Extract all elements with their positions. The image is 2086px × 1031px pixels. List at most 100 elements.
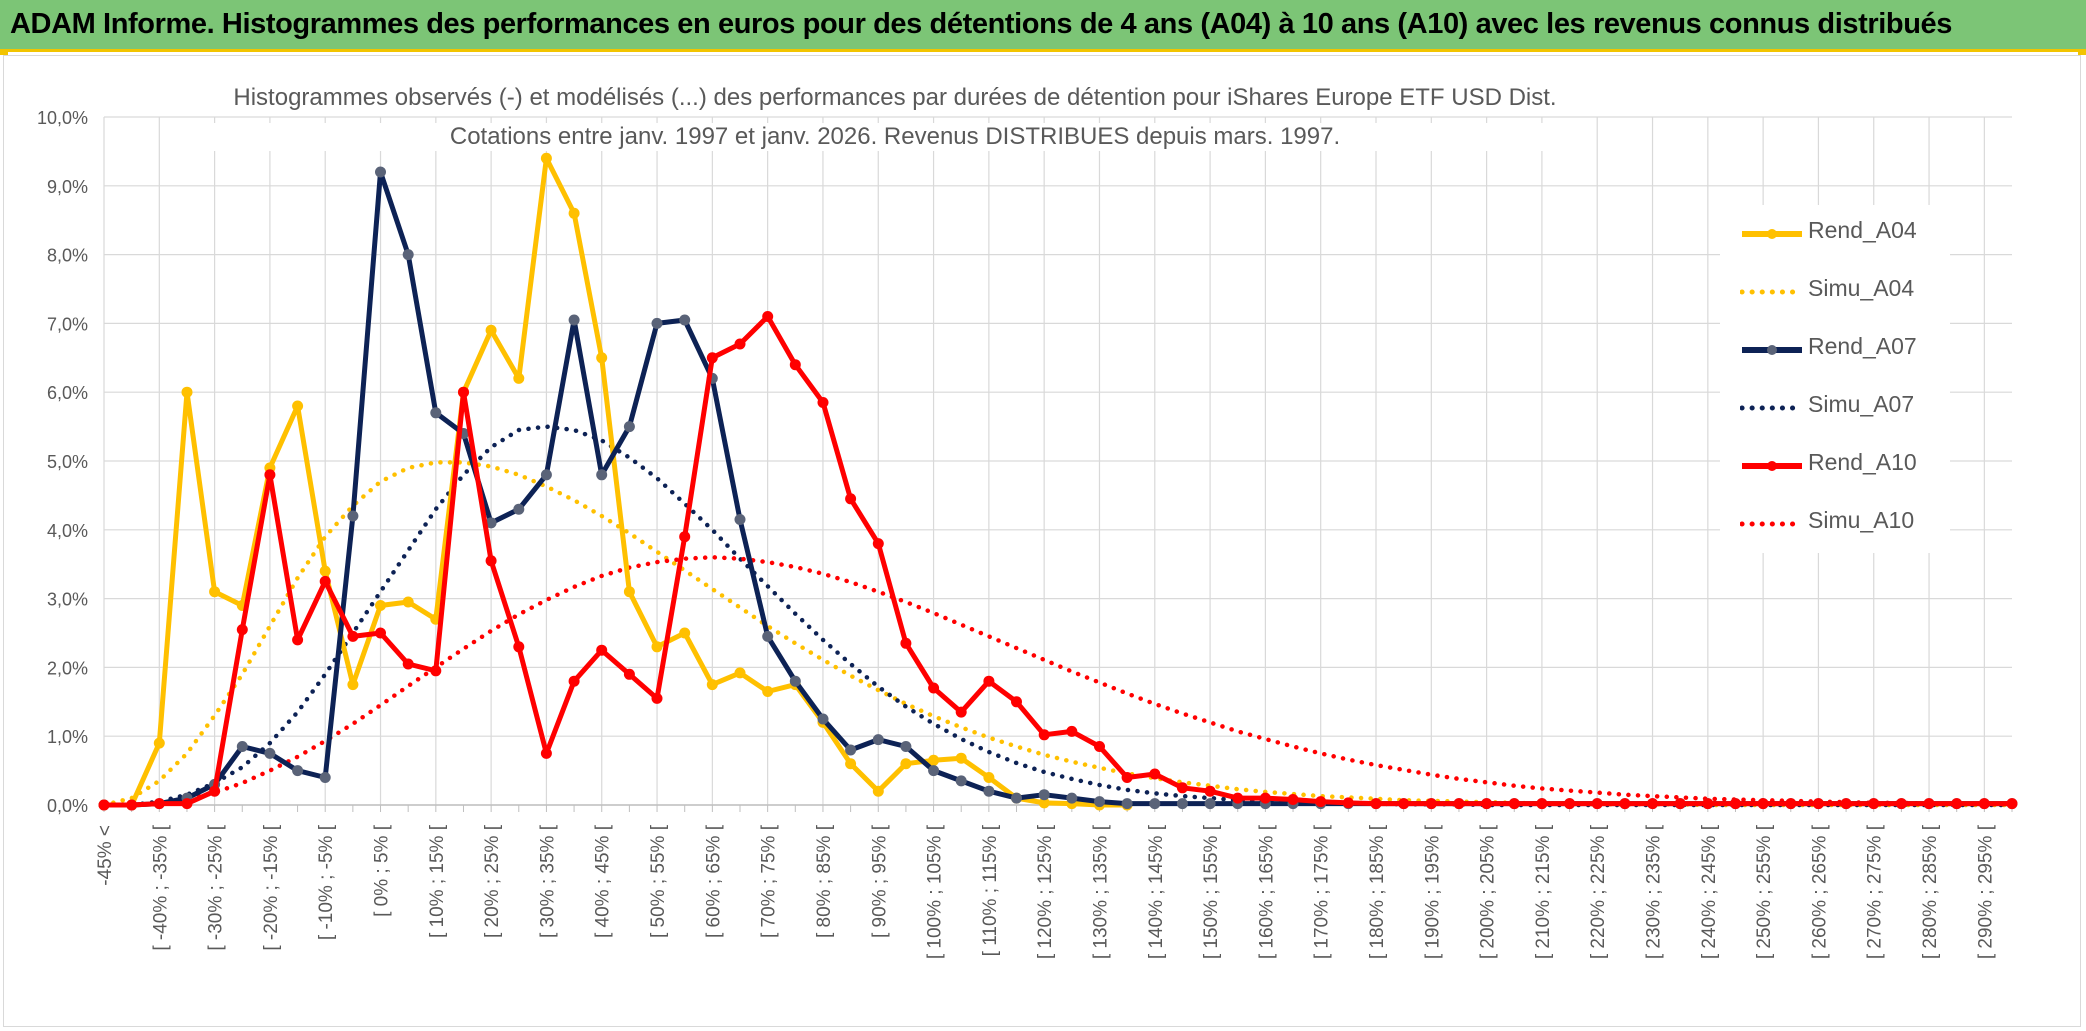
x-tick-label: [ 260% ; 265% [ (1809, 824, 1830, 959)
legend-label-simu-a04: Simu_A04 (1808, 275, 1915, 301)
point-rend-a07 (1121, 798, 1133, 810)
x-tick-label: [ 150% ; 155% [ (1201, 824, 1222, 959)
point-rend-a10 (513, 641, 525, 653)
series-line-simu-a04 (101, 460, 2015, 808)
legend-swatch-rend-a04 (1742, 229, 1802, 239)
y-tick-label: 2,0% (47, 658, 88, 678)
point-rend-a10 (1038, 729, 1050, 741)
point-rend-a07 (319, 772, 331, 783)
point-rend-a07 (1204, 798, 1216, 810)
legend-swatch-simu-a10 (1740, 521, 1804, 527)
corner-accent-right (2078, 49, 2086, 55)
point-rend-a10 (1342, 797, 1354, 809)
legend-label-simu-a07: Simu_A07 (1808, 391, 1915, 417)
point-rend-a07 (817, 713, 829, 725)
x-tick-label: -45% < (95, 825, 116, 886)
point-rend-a10 (928, 682, 940, 694)
legend-item-rend-a04: Rend_A04 (1720, 205, 1950, 263)
point-rend-a10 (540, 747, 552, 759)
x-tick-label: [ 10% ; 15% [ (427, 824, 448, 938)
point-rend-a10 (1315, 796, 1327, 808)
chart-legend: Rend_A04 Simu_A04 Rend_A07 Simu_A07 Rend… (1720, 205, 1950, 553)
point-rend-a10 (845, 493, 857, 505)
point-rend-a07 (568, 314, 580, 326)
point-rend-a07 (679, 314, 691, 326)
point-rend-a10 (817, 397, 829, 408)
x-tick-label: [ 40% ; 45% [ (593, 824, 614, 938)
series-line-simu-a10 (101, 555, 2015, 808)
legend-label-rend-a10: Rend_A10 (1808, 449, 1917, 475)
point-rend-a04 (983, 772, 995, 783)
point-rend-a07 (928, 765, 940, 777)
point-rend-a07 (983, 785, 995, 797)
point-rend-a10 (1674, 798, 1686, 810)
report-banner: ADAM Informe. Histogrammes des performan… (0, 0, 2086, 52)
point-rend-a04 (845, 758, 857, 770)
point-rend-a04 (485, 324, 497, 336)
point-rend-a10 (209, 785, 221, 797)
y-tick-label: 1,0% (47, 727, 88, 747)
y-tick-label: 0,0% (47, 796, 88, 816)
point-rend-a10 (347, 630, 359, 642)
point-rend-a10 (1453, 798, 1465, 810)
x-tick-label: [ 0% ; 5% [ (372, 824, 393, 917)
x-tick-label: [ 80% ; 85% [ (814, 824, 835, 938)
point-rend-a10 (1591, 798, 1603, 810)
point-rend-a04 (402, 596, 414, 608)
point-rend-a10 (319, 575, 331, 587)
point-rend-a10 (2006, 798, 2018, 810)
point-rend-a07 (1094, 796, 1105, 808)
point-rend-a10 (1232, 792, 1244, 804)
x-tick-label: [ 180% ; 185% [ (1367, 824, 1388, 959)
point-rend-a07 (1011, 792, 1022, 804)
point-rend-a10 (679, 531, 691, 543)
point-rend-a10 (1647, 798, 1658, 810)
point-rend-a04 (292, 400, 304, 412)
point-rend-a10 (734, 338, 746, 350)
point-rend-a07 (872, 734, 884, 746)
legend-item-simu-a10: Simu_A10 (1720, 495, 1950, 553)
x-tick-label: [ -40% ; -35% [ (150, 824, 171, 950)
x-tick-label: [ 110% ; 115% [ (980, 824, 1001, 956)
point-rend-a10 (1730, 798, 1741, 810)
point-rend-a07 (375, 166, 386, 178)
series-line-rend-a10 (104, 314, 2012, 808)
point-rend-a07 (1149, 798, 1161, 810)
y-tick-label: 10,0% (37, 108, 88, 128)
point-rend-a10 (1812, 798, 1824, 810)
x-tick-label: [ 30% ; 35% [ (537, 824, 558, 938)
point-rend-a10 (126, 799, 138, 811)
y-tick-label: 3,0% (47, 590, 88, 610)
point-rend-a04 (375, 600, 386, 611)
point-rend-a07 (762, 630, 774, 642)
point-rend-a04 (540, 152, 552, 164)
x-tick-label: [ 50% ; 55% [ (648, 824, 669, 938)
x-axis: -45% < [ -40% ; -35% [[ -30% ; -25% [[ -2… (95, 804, 2013, 959)
point-rend-a10 (1176, 782, 1188, 794)
point-rend-a04 (319, 565, 331, 577)
x-tick-label: [ 230% ; 235% [ (1644, 824, 1665, 959)
point-rend-a07 (1038, 789, 1050, 801)
point-rend-a10 (706, 352, 718, 364)
point-rend-a10 (1066, 725, 1078, 737)
x-tick-label: [ 160% ; 165% [ (1256, 824, 1277, 959)
point-rend-a10 (430, 665, 442, 677)
point-rend-a07 (734, 514, 746, 525)
point-rend-a10 (1619, 798, 1631, 810)
point-rend-a10 (1785, 798, 1797, 810)
point-rend-a10 (1536, 798, 1548, 810)
legend-item-simu-a04: Simu_A04 (1720, 263, 1950, 321)
point-rend-a04 (928, 754, 940, 766)
point-rend-a10 (402, 658, 414, 670)
x-tick-label: [ 190% ; 195% [ (1422, 824, 1443, 959)
point-rend-a07 (651, 317, 663, 329)
x-tick-label: [ 200% ; 205% [ (1478, 824, 1499, 959)
point-rend-a10 (568, 675, 580, 687)
point-rend-a10 (1425, 798, 1437, 810)
point-rend-a10 (1287, 794, 1299, 805)
point-rend-a07 (900, 741, 912, 752)
point-rend-a10 (1840, 798, 1852, 810)
point-rend-a04 (153, 737, 165, 749)
point-rend-a10 (1702, 798, 1714, 810)
